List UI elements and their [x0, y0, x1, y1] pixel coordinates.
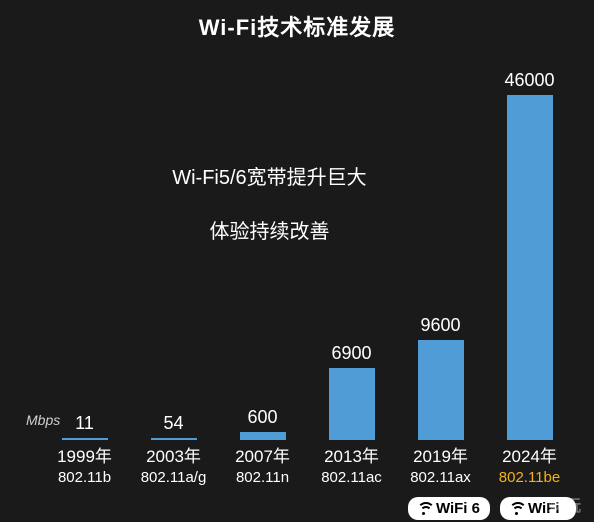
bar-value: 46000 — [504, 70, 554, 91]
x-tick: 2007年 802.11n — [218, 442, 307, 486]
badges: WiFi 6 WiFi — [408, 497, 576, 520]
bar-value: 6900 — [331, 343, 371, 364]
x-tick: 1999年 802.11b — [40, 442, 129, 486]
wifi-icon — [416, 502, 432, 516]
x-standard: 802.11a/g — [129, 469, 218, 486]
bar-value: 600 — [247, 407, 277, 428]
bar-col: 600 — [218, 60, 307, 440]
x-standard: 802.11ax — [396, 469, 485, 486]
wifi-icon — [508, 502, 524, 516]
chart-area: Wi-Fi5/6宽带提升巨大 体验持续改善 Mbps 11 54 600 690… — [0, 60, 594, 440]
x-year: 2019年 — [396, 442, 485, 467]
bar-rect — [329, 368, 375, 440]
x-standard: 802.11ac — [307, 469, 396, 486]
bar-col: 9600 — [396, 60, 485, 440]
x-tick: 2003年 802.11a/g — [129, 442, 218, 486]
bar-rect — [151, 438, 197, 440]
wifi6-badge: WiFi 6 — [408, 497, 490, 520]
x-standard: 802.11n — [218, 469, 307, 486]
bar-col: 11 — [40, 60, 129, 440]
wifi-badge: WiFi — [500, 497, 576, 520]
bar-rect — [240, 432, 286, 440]
x-year: 2007年 — [218, 442, 307, 467]
x-year: 1999年 — [40, 442, 129, 467]
x-tick: 2024年 802.11be — [485, 442, 574, 486]
x-year: 2024年 — [485, 442, 574, 467]
wifi-badge-text: WiFi — [528, 500, 560, 517]
x-year: 2013年 — [307, 442, 396, 467]
x-axis: 1999年 802.11b 2003年 802.11a/g 2007年 802.… — [40, 442, 574, 486]
x-tick: 2019年 802.11ax — [396, 442, 485, 486]
wifi6-badge-text: WiFi 6 — [436, 500, 480, 517]
bar-rect — [418, 340, 464, 440]
bar-rect — [507, 95, 553, 440]
chart-title: Wi-Fi技术标准发展 — [0, 0, 594, 42]
x-year: 2003年 — [129, 442, 218, 467]
x-standard: 802.11b — [40, 469, 129, 486]
bar-value: 54 — [163, 413, 183, 434]
bar-col: 46000 — [485, 60, 574, 440]
bar-value: 11 — [75, 413, 94, 434]
x-standard: 802.11be — [485, 469, 574, 486]
x-tick: 2013年 802.11ac — [307, 442, 396, 486]
bars-container: 11 54 600 6900 9600 46000 — [40, 60, 574, 440]
bar-col: 54 — [129, 60, 218, 440]
bar-col: 6900 — [307, 60, 396, 440]
bar-rect — [62, 438, 108, 440]
bar-value: 9600 — [420, 315, 460, 336]
